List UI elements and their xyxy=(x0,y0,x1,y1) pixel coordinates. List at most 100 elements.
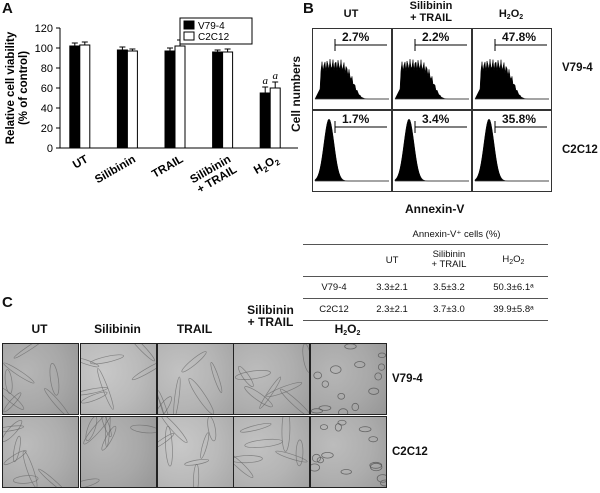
cell-shape xyxy=(85,416,98,442)
cell-shape xyxy=(244,438,283,448)
y-tick-label: 0 xyxy=(47,143,53,155)
flow-histogram-plot xyxy=(474,118,549,182)
cell-texture xyxy=(150,413,217,493)
cell-shape xyxy=(49,363,60,396)
cell-shape xyxy=(13,335,48,359)
bar-chart: 0 20 40 60 80 100 120 Relative cell viability (%… xyxy=(5,17,298,196)
cell-shape xyxy=(279,388,313,419)
y-tick-label: 120 xyxy=(35,23,53,35)
bar xyxy=(126,50,138,149)
annexin-col-silibinin-trail: Silibinin + TRAIL xyxy=(419,244,479,276)
histogram-shape xyxy=(394,59,469,100)
cell-shape xyxy=(44,388,70,418)
micrograph-image xyxy=(0,335,79,418)
cell-texture xyxy=(151,351,223,428)
cell-shape xyxy=(101,425,117,451)
cell-texture xyxy=(0,419,66,493)
bar xyxy=(222,51,234,149)
x-tick-label: Silibinin xyxy=(93,153,138,186)
cell-shape xyxy=(0,386,25,410)
x-tick-label: H2O2 xyxy=(252,153,282,178)
flow-histogram xyxy=(392,28,472,110)
y-tick-label: 80 xyxy=(41,63,53,75)
annexin-cell: 50.3±6.1ᵃ xyxy=(493,281,534,293)
micrograph-image xyxy=(151,343,234,428)
flow-row-label: C2C12 xyxy=(562,144,598,156)
flow-histogram-plot xyxy=(314,39,389,100)
gate-percentage: 3.4% xyxy=(422,112,450,126)
histogram-shape xyxy=(314,118,389,182)
y-axis-label: Relative cell viability xyxy=(5,31,17,144)
micrograph-image xyxy=(233,343,313,419)
cell-shape xyxy=(330,365,342,374)
flow-ylabel-wrap: Cell numbers xyxy=(281,32,311,162)
histogram-shape xyxy=(314,59,389,100)
cell-texture xyxy=(234,343,313,419)
cell-shape xyxy=(302,343,312,373)
cell-shape xyxy=(316,457,324,464)
cell-shape xyxy=(97,368,114,410)
cell-shape xyxy=(1,419,23,442)
gate-percentage: 2.7% xyxy=(342,30,370,44)
cell-shape xyxy=(377,363,386,371)
flow-histogram xyxy=(312,28,392,110)
cell-shape xyxy=(337,419,347,426)
cell-texture xyxy=(224,407,308,478)
cell-shape xyxy=(160,413,188,444)
cell-shape xyxy=(80,391,108,404)
cell-shape xyxy=(368,436,379,443)
cell-shape xyxy=(310,408,323,414)
x-tick-label-group: H2O2 xyxy=(252,153,282,178)
cell-shape xyxy=(210,362,223,393)
cell-shape xyxy=(188,377,215,415)
cell-shape xyxy=(354,361,366,368)
micrograph-image xyxy=(310,343,387,417)
cell-shape xyxy=(313,371,322,380)
x-tick-label-group: Silibinin+ TRAIL xyxy=(188,153,239,196)
bar xyxy=(116,49,128,149)
legend-swatch xyxy=(183,31,195,41)
cell-shape xyxy=(165,425,173,467)
micrograph-image xyxy=(224,407,310,488)
y-tick-label: 20 xyxy=(41,123,53,135)
cell-texture xyxy=(68,404,159,490)
cell-shape xyxy=(3,392,22,413)
cell-shape xyxy=(230,455,263,464)
x-tick-label: TRAIL xyxy=(150,153,185,180)
cell-shape xyxy=(368,387,380,395)
micrograph-image xyxy=(309,416,391,488)
cell-shape xyxy=(207,416,217,442)
cell-shape xyxy=(200,432,210,459)
cell-shape xyxy=(321,380,329,388)
cell-shape xyxy=(281,407,291,452)
flow-histogram-plot xyxy=(394,118,469,182)
cell-shape xyxy=(238,366,254,388)
legend-swatch xyxy=(183,20,195,30)
cell-shape xyxy=(90,354,124,365)
micrograph-image xyxy=(68,404,159,490)
gate-percentage: 35.8% xyxy=(502,112,537,126)
bar xyxy=(164,50,176,149)
cell-shape xyxy=(244,386,273,408)
annexin-row-label: V79-4 xyxy=(321,281,347,293)
cell-shape xyxy=(181,351,207,373)
cell-shape xyxy=(321,452,334,459)
cell-shape xyxy=(319,424,329,430)
flow-column-header: UT xyxy=(343,8,359,20)
cell-shape xyxy=(131,360,165,381)
cell-shape xyxy=(68,478,100,490)
cell-shape xyxy=(295,439,304,467)
gate-percentage: 1.7% xyxy=(342,112,370,126)
micrograph-column-header: Silibinin + TRAIL xyxy=(247,303,294,329)
annexin-row-label: C2C12 xyxy=(319,303,349,315)
cell-shape xyxy=(38,468,66,493)
cell-shape xyxy=(22,450,38,488)
annexin-col-silibinin-trail-text: Silibinin + TRAIL xyxy=(431,249,467,270)
cell-shape xyxy=(4,369,13,395)
cell-texture xyxy=(0,335,70,418)
cell-shape xyxy=(275,450,308,463)
flow-histogram xyxy=(392,110,472,192)
cell-shape xyxy=(337,392,346,400)
cell-shape xyxy=(184,458,210,466)
